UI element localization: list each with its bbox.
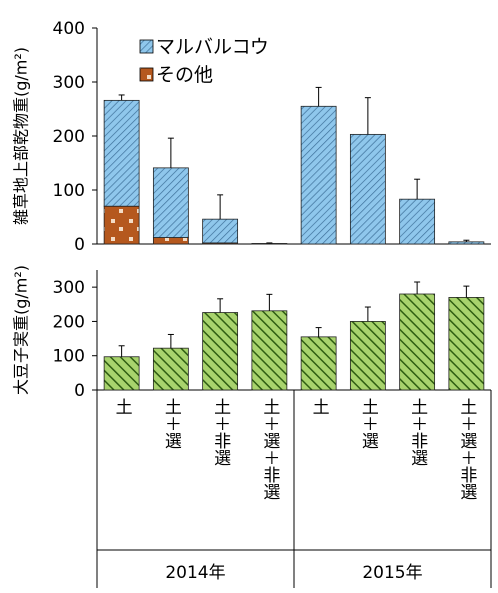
bottom-y-tick-label-0: 0 (74, 381, 85, 401)
top-bar-sonota-0 (103, 205, 140, 245)
legend: マルバルコウ その他 (139, 36, 269, 86)
legend-swatch-sonota (139, 67, 154, 82)
year-label-0: 2014年 (165, 563, 225, 583)
top-y-tick-label-1: 100 (53, 181, 85, 201)
legend-label-sonota: その他 (156, 64, 213, 86)
bottom-y-tick-label-2: 200 (53, 312, 85, 332)
bottom-bar-6 (399, 293, 436, 391)
legend-label-marubarukou: マルバルコウ (156, 36, 269, 58)
top-y-tick-label-3: 300 (53, 73, 85, 93)
top-bar-marubarukou-5 (349, 133, 386, 245)
category-label-0: 土 (112, 398, 133, 415)
bottom-bar-7 (448, 297, 485, 391)
category-label-5: 土＋選 (358, 398, 379, 449)
category-label-1: 土＋選 (161, 398, 182, 449)
top-bar-sonota-1 (152, 237, 189, 245)
bottom-bar-0 (103, 356, 140, 391)
top-y-axis-label: 雑草地上部乾物重(g/m²) (12, 47, 31, 225)
top-bar-marubarukou-6 (399, 198, 436, 245)
category-label-4: 土 (309, 398, 330, 415)
bottom-y-axis-label: 大豆子実重(g/m²) (12, 265, 31, 395)
category-label-2: 土＋非選 (210, 398, 231, 466)
top-bar-marubarukou-2 (202, 218, 239, 244)
bottom-bar-5 (349, 321, 386, 391)
top-y-tick-label-0: 0 (74, 235, 85, 255)
year-label-1: 2015年 (362, 563, 422, 583)
legend-swatch-marubarukou (139, 39, 154, 54)
top-bar-marubarukou-7 (448, 241, 485, 245)
category-label-6: 土＋非選 (407, 398, 428, 466)
top-bar-marubarukou-1 (152, 167, 189, 238)
category-label-3: 土＋選＋非選 (259, 398, 280, 500)
category-label-7: 土＋選＋非選 (456, 398, 477, 500)
top-bar-marubarukou-4 (300, 105, 337, 245)
bottom-y-tick-label-1: 100 (53, 347, 85, 367)
bottom-bar-3 (251, 310, 288, 391)
top-y-tick-label-2: 200 (53, 127, 85, 147)
bottom-bar-1 (152, 347, 189, 391)
top-bar-marubarukou-0 (103, 99, 140, 207)
top-bar-sonota-3 (251, 243, 288, 245)
top-y-tick-label-4: 400 (53, 19, 85, 39)
bottom-y-tick-label-3: 300 (53, 278, 85, 298)
bottom-bar-2 (202, 312, 239, 391)
bottom-bar-4 (300, 336, 337, 391)
